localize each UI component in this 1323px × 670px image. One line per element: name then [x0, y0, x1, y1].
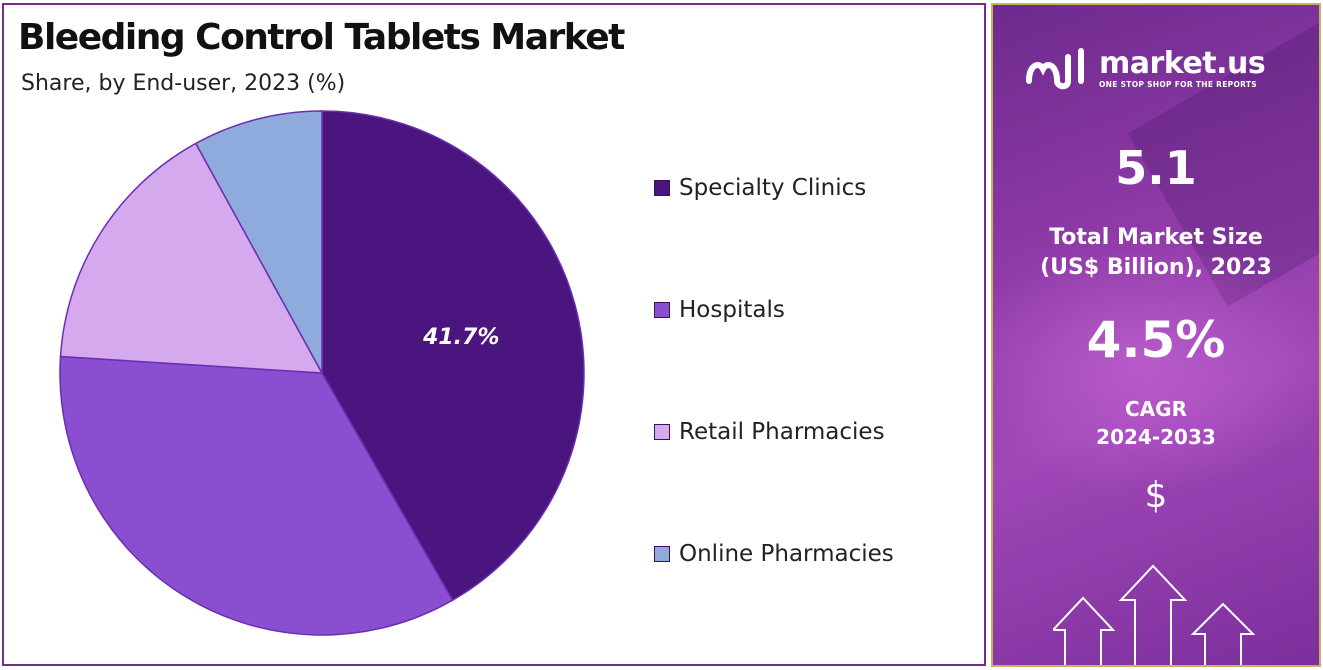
market-us-logo-icon: [1026, 48, 1084, 90]
data-label-specialty-clinics: 41.7%: [422, 325, 499, 350]
pie-slice-hospitals: [59, 355, 454, 636]
market-size-label: Total Market Size (US$ Billion), 2023: [993, 223, 1319, 283]
chart-subtitle: Share, by End-user, 2023 (%): [21, 71, 346, 96]
chart-panel: Bleeding Control Tablets Market Share, b…: [2, 3, 986, 666]
logo-tagline: ONE STOP SHOP FOR THE REPORTS: [1099, 79, 1257, 89]
legend-item: Online Pharmacies: [654, 541, 894, 567]
legend-swatch: [654, 546, 670, 562]
pie-slice-retail-pharmacies: [59, 142, 324, 374]
market-size-label-line1: Total Market Size: [1049, 225, 1263, 250]
legend-item: Retail Pharmacies: [654, 419, 885, 445]
market-size-value: 5.1: [1115, 141, 1197, 195]
background-glow: [993, 235, 1319, 495]
legend-label: Retail Pharmacies: [679, 419, 885, 445]
logo-name: market.us: [1099, 45, 1266, 81]
summary-panel: market.us ONE STOP SHOP FOR THE REPORTS …: [991, 3, 1321, 667]
brand-logo: market.us ONE STOP SHOP FOR THE REPORTS: [1023, 45, 1266, 91]
legend-label: Online Pharmacies: [679, 541, 894, 567]
pie-slice-online-pharmacies: [194, 110, 323, 374]
legend-swatch: [654, 424, 670, 440]
cagr-label-line2: 2024-2033: [1096, 425, 1216, 449]
cagr-label-line1: CAGR: [1125, 397, 1187, 421]
pie-slice-specialty-clinics: [321, 110, 585, 602]
dollar-icon: $: [1144, 475, 1168, 516]
chart-title: Bleeding Control Tablets Market: [18, 17, 625, 58]
legend-swatch: [654, 180, 670, 196]
pie-chart: 41.7%: [59, 110, 585, 636]
legend-label: Hospitals: [679, 297, 785, 323]
legend-item: Hospitals: [654, 297, 785, 323]
legend-label: Specialty Clinics: [679, 175, 867, 201]
cagr-label: CAGR 2024-2033: [993, 395, 1319, 451]
legend-item: Specialty Clinics: [654, 175, 866, 201]
cagr-value: 4.5%: [1086, 311, 1226, 369]
legend-swatch: [654, 302, 670, 318]
up-arrows-icon: [1053, 564, 1256, 665]
market-size-label-line2: (US$ Billion), 2023: [1040, 255, 1272, 280]
